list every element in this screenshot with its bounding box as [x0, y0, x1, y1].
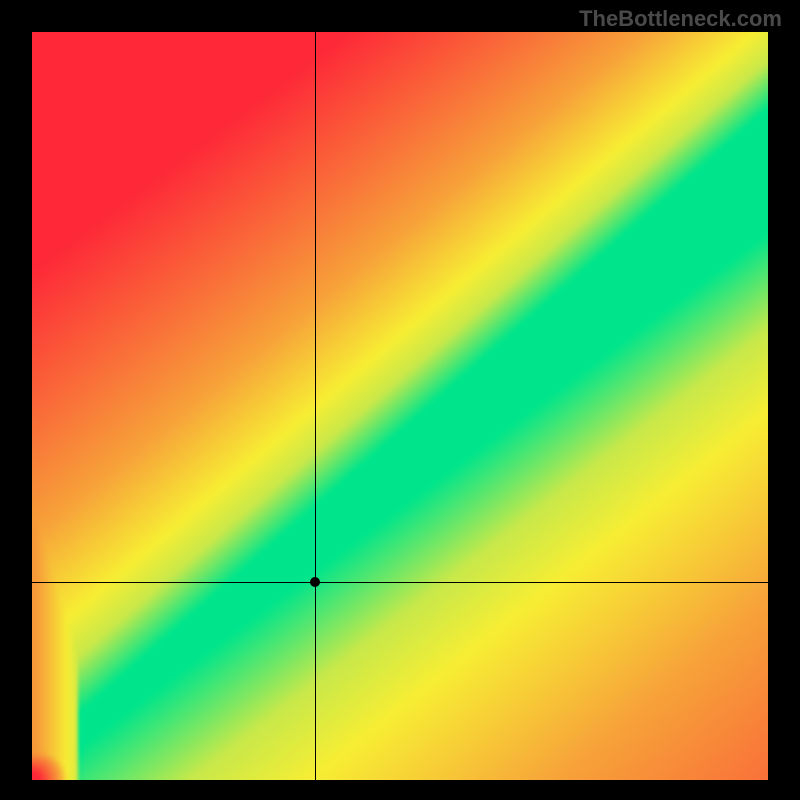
heatmap-canvas [32, 32, 768, 780]
bottleneck-heatmap [32, 32, 768, 780]
watermark-text: TheBottleneck.com [579, 6, 782, 32]
crosshair-horizontal [32, 582, 768, 583]
crosshair-vertical [315, 32, 316, 780]
data-point [310, 577, 320, 587]
